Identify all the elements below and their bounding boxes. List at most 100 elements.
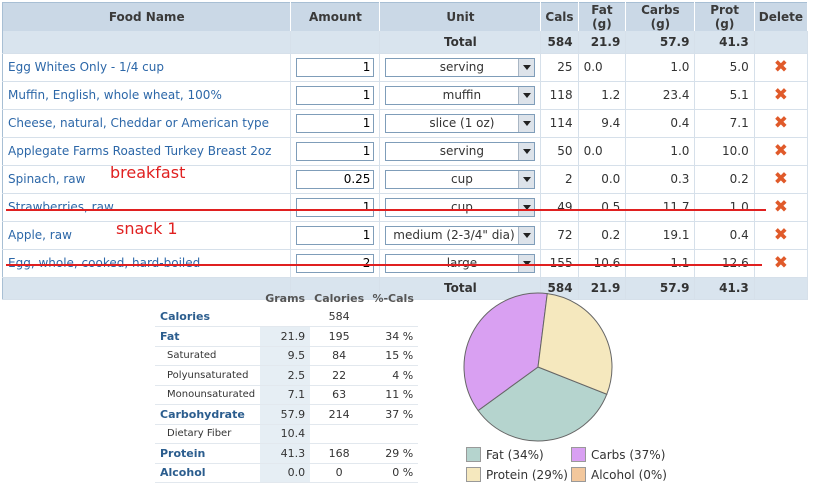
total-cals: 584 — [540, 31, 579, 54]
food-row: Egg, whole, cooked, hard-boiled large 15… — [2, 249, 809, 278]
legend-item-alcohol: Alcohol (0%) — [571, 467, 667, 482]
food-name-link[interactable]: Egg, whole, cooked, hard-boiled — [8, 256, 201, 270]
delete-x-icon[interactable]: ✖ — [773, 225, 788, 245]
nutrient-grams: 9.5 — [260, 346, 311, 366]
header-unit: Unit — [379, 2, 542, 31]
row-prot: 0.2 — [694, 165, 755, 194]
nutrient-grams — [260, 307, 311, 327]
food-name-link[interactable]: Spinach, raw — [8, 172, 86, 186]
legend-label: Fat (34%) — [486, 447, 544, 462]
row-carbs: 1.1 — [625, 249, 696, 278]
unit-select[interactable]: serving — [385, 141, 536, 161]
unit-select[interactable]: muffin — [385, 85, 536, 105]
row-prot: 5.1 — [694, 81, 755, 110]
nutrient-label: Saturated — [155, 346, 261, 366]
legend-swatch — [466, 467, 481, 482]
header-delete: Delete — [754, 2, 809, 31]
row-carbs: 19.1 — [625, 221, 696, 250]
legend-item-carbs: Carbs (37%) — [571, 447, 665, 462]
nutrient-calories: 168 — [310, 443, 369, 464]
food-name-link[interactable]: Muffin, English, whole wheat, 100% — [8, 88, 222, 102]
delete-x-icon[interactable]: ✖ — [773, 113, 788, 133]
nutrition-summary-table: Grams Calories %-Cals Calories 584 Fat 2… — [155, 290, 419, 483]
unit-select-value: serving — [439, 143, 485, 158]
food-row: Spinach, raw cup 2 0.0 0.3 0.2 ✖ — [2, 165, 809, 194]
nutrient-grams: 21.9 — [260, 326, 311, 347]
nutrient-calories: 22 — [310, 365, 369, 386]
row-fat: 0.2 — [578, 221, 627, 250]
delete-x-icon[interactable]: ✖ — [773, 85, 788, 105]
food-row: Strawberries, raw cup 49 0.5 11.7 1.0 ✖ — [2, 193, 809, 222]
amount-input[interactable] — [296, 85, 375, 105]
amount-input[interactable] — [296, 225, 375, 245]
unit-select[interactable]: medium (2-3/4" dia) (a — [385, 225, 536, 245]
amount-input[interactable] — [296, 169, 375, 189]
row-fat: 1.2 — [578, 81, 627, 110]
legend-label: Carbs (37%) — [591, 447, 666, 462]
row-fat: 0.0 — [578, 53, 627, 82]
dropdown-arrow-icon[interactable] — [518, 86, 535, 104]
amount-input[interactable] — [296, 57, 375, 77]
food-name-link[interactable]: Apple, raw — [8, 228, 72, 242]
nutrient-grams: 0.0 — [260, 463, 311, 483]
nutrient-label: Protein — [155, 443, 261, 464]
pie-slice-carbs — [463, 292, 548, 412]
nutrient-label: Alcohol — [155, 463, 261, 483]
amount-input[interactable] — [296, 141, 375, 161]
nutrient-pct: 15 % — [368, 346, 419, 366]
dropdown-arrow-icon[interactable] — [518, 170, 535, 188]
row-cals: 2 — [540, 165, 579, 194]
unit-select[interactable]: large — [385, 253, 536, 273]
amount-input[interactable] — [296, 113, 375, 133]
row-cals: 118 — [540, 81, 579, 110]
delete-x-icon[interactable]: ✖ — [773, 197, 788, 217]
delete-x-icon[interactable]: ✖ — [773, 169, 788, 189]
row-prot: 1.0 — [694, 193, 755, 222]
dropdown-arrow-icon[interactable] — [518, 254, 535, 272]
legend-swatch — [571, 447, 586, 462]
pie-slice-fat — [477, 366, 608, 442]
row-fat: 0.0 — [578, 165, 627, 194]
unit-select[interactable]: cup — [385, 197, 536, 217]
nutrition-row: Alcohol 0.0 0 0 % — [155, 463, 419, 483]
row-fat: 0.0 — [578, 137, 627, 166]
dropdown-arrow-icon[interactable] — [518, 142, 535, 160]
nutrient-label: Dietary Fiber — [155, 424, 261, 444]
header-prot: Prot (g) — [694, 2, 755, 31]
food-log-table: Food Name Amount Unit Cals Fat (g) Carbs… — [2, 2, 809, 300]
amount-input[interactable] — [296, 197, 375, 217]
nutrient-grams: 41.3 — [260, 443, 311, 464]
unit-select[interactable]: serving — [385, 57, 536, 77]
food-name-link[interactable]: Strawberries, raw — [8, 200, 114, 214]
food-row: Cheese, natural, Cheddar or American typ… — [2, 109, 809, 138]
row-cals: 50 — [540, 137, 579, 166]
dropdown-arrow-icon[interactable] — [518, 198, 535, 216]
unit-select-value: slice (1 oz) — [429, 115, 495, 130]
legend-item-fat: Fat (34%) — [466, 447, 544, 462]
food-name-link[interactable]: Egg Whites Only - 1/4 cup — [8, 60, 164, 74]
row-cals: 155 — [540, 249, 579, 278]
amount-input[interactable] — [296, 253, 375, 273]
unit-select[interactable]: cup — [385, 169, 536, 189]
macro-pie-chart — [463, 292, 613, 442]
food-name-link[interactable]: Applegate Farms Roasted Turkey Breast 2o… — [8, 144, 272, 158]
nutrition-row: Calories 584 — [155, 307, 419, 327]
nutrient-pct: 4 % — [368, 365, 419, 386]
row-prot: 5.0 — [694, 53, 755, 82]
delete-x-icon[interactable]: ✖ — [773, 57, 788, 77]
total-prot: 41.3 — [694, 277, 755, 300]
dropdown-arrow-icon[interactable] — [518, 58, 535, 76]
unit-select[interactable]: slice (1 oz) — [385, 113, 536, 133]
food-name-link[interactable]: Cheese, natural, Cheddar or American typ… — [8, 116, 270, 130]
breakfast-divider-line — [6, 209, 766, 211]
dropdown-arrow-icon[interactable] — [518, 226, 535, 244]
header-amount: Amount — [290, 2, 381, 31]
total-carbs: 57.9 — [625, 31, 696, 54]
dropdown-arrow-icon[interactable] — [518, 114, 535, 132]
unit-select-value: serving — [439, 59, 485, 74]
delete-x-icon[interactable]: ✖ — [773, 141, 788, 161]
delete-x-icon[interactable]: ✖ — [773, 253, 788, 273]
nutrient-calories: 584 — [310, 307, 369, 327]
nutrient-grams: 57.9 — [260, 404, 311, 425]
row-carbs: 11.7 — [625, 193, 696, 222]
